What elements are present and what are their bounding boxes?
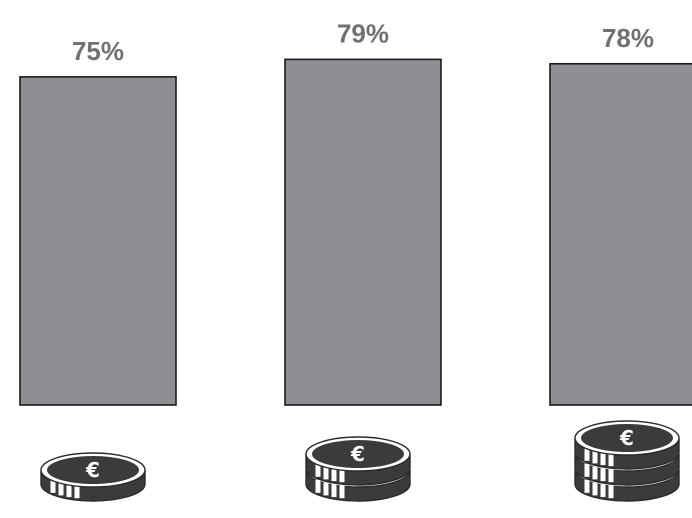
svg-text:€: € <box>619 426 634 450</box>
bar-1 <box>19 76 177 406</box>
data-label-2: 79% <box>337 18 389 48</box>
svg-text:€: € <box>350 442 365 466</box>
bars-layer <box>19 58 692 406</box>
svg-text:€: € <box>85 458 100 482</box>
data-labels-layer: 75% 79% 78% <box>72 18 654 66</box>
bar-3 <box>549 62 692 406</box>
euro-coin-stack-icon-2: € <box>305 436 411 502</box>
coin-icons-layer: € € € <box>40 420 680 502</box>
data-label-1: 75% <box>72 36 124 66</box>
data-label-3: 78% <box>602 23 654 53</box>
euro-coin-stack-icon-3: € <box>574 420 680 502</box>
bar-2 <box>284 58 442 406</box>
euro-coin-stack-icon-1: € <box>40 452 146 502</box>
